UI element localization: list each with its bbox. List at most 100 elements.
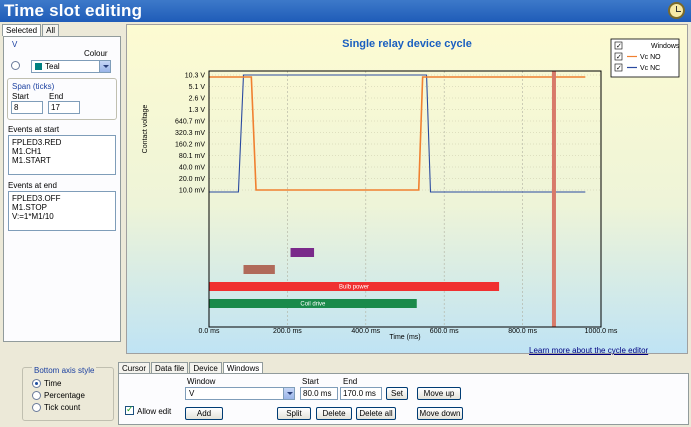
timeline-bar[interactable] <box>290 248 315 257</box>
learn-more-link[interactable]: Learn more about the cycle editor <box>529 346 649 355</box>
split-button[interactable]: Split <box>277 407 311 420</box>
series-lines <box>209 74 586 193</box>
visibility-radio[interactable] <box>11 61 20 70</box>
radio-percentage[interactable] <box>32 391 41 400</box>
start-label: Start <box>302 377 319 386</box>
event-line: M1.CH1 <box>12 147 42 156</box>
legend: ✓ Windows ✓ Vc NO ✓ Vc NC <box>610 38 680 78</box>
colour-value: Teal <box>45 62 60 71</box>
span-label: Span (ticks) <box>12 82 55 91</box>
legend-checkbox[interactable] <box>614 52 623 61</box>
chart-panel: Single relay device cycle Contact voltag… <box>126 24 688 354</box>
event-line: M1.START <box>12 156 51 165</box>
window-end-input[interactable]: 170.0 ms <box>340 387 382 400</box>
bottom-axis-style-title: Bottom axis style <box>32 366 97 375</box>
selected-pane: V Colour Teal Span (ticks) Start End 8 1… <box>3 36 121 342</box>
span-end-input[interactable]: 17 <box>48 101 80 114</box>
tab-selected[interactable]: Selected <box>2 24 42 36</box>
timeline-bar[interactable] <box>209 299 417 308</box>
colour-swatch <box>35 63 42 71</box>
y-tick-label: 40.0 mV <box>179 165 205 172</box>
span-group <box>7 78 117 120</box>
delete-button[interactable]: Delete <box>316 407 352 420</box>
legend-box <box>610 38 680 78</box>
timeline-bar[interactable] <box>243 265 275 274</box>
window-start-input[interactable]: 80.0 ms <box>300 387 338 400</box>
span-start-input[interactable]: 8 <box>11 101 43 114</box>
set-button[interactable]: Set <box>386 387 408 400</box>
check-icon: ✓ <box>616 54 622 61</box>
y-tick-label: 10.3 V <box>185 73 206 80</box>
option-percentage[interactable]: Percentage <box>44 391 85 400</box>
window-title: Time slot editing <box>4 1 143 20</box>
y-tick-label: 20.0 mV <box>179 176 205 183</box>
option-tick-count[interactable]: Tick count <box>44 403 81 412</box>
bottom-panel: Bottom axis style Time Percentage Tick c… <box>0 357 691 427</box>
event-line: M1.STOP <box>12 203 47 212</box>
y-tick-label: 80.1 mV <box>179 153 205 160</box>
add-button[interactable]: Add <box>185 407 223 420</box>
cursor-bar[interactable] <box>551 71 556 327</box>
y-axis-label: Contact voltage <box>142 105 149 154</box>
legend-checkbox[interactable] <box>614 41 623 50</box>
windows-pane: Window V Start End 80.0 ms 170.0 ms Set … <box>118 373 689 425</box>
legend-label: Vc NO <box>640 54 661 61</box>
allow-edit-checkbox[interactable] <box>125 404 134 415</box>
x-tick-label: 400.0 ms <box>351 328 380 335</box>
cycle-chart[interactable]: Single relay device cycle Contact voltag… <box>127 25 687 353</box>
events-start-textarea[interactable]: FPLED3.RED M1.CH1 M1.START <box>8 135 116 175</box>
event-line: FPLED3.OFF <box>12 194 61 203</box>
x-tick-label: 0.0 ms <box>198 328 220 335</box>
timeline-bars: Bulb power Coil drive <box>209 248 500 308</box>
series-line-vc-nc <box>209 74 586 193</box>
window-select[interactable]: V <box>185 387 295 400</box>
end-label: End <box>343 377 358 386</box>
colour-select[interactable]: Teal <box>31 60 111 73</box>
x-tick-label: 600.0 ms <box>430 328 459 335</box>
window-value: V <box>189 389 195 398</box>
clock-icon[interactable] <box>668 2 685 19</box>
timeline-bar-label: Coil drive <box>300 302 326 308</box>
y-tick-label: 160.2 mV <box>175 142 205 149</box>
move-up-button[interactable]: Move up <box>417 387 461 400</box>
x-axis-label: Time (ms) <box>389 334 420 341</box>
plot-frame <box>208 70 602 328</box>
event-line: V:=1*M1/10 <box>12 212 54 221</box>
timeline-bar-label: Bulb power <box>339 285 369 291</box>
legend-label: Vc NC <box>640 65 660 72</box>
y-tick-label: 5.1 V <box>189 84 206 91</box>
y-tick-label: 2.6 V <box>189 96 206 103</box>
option-time[interactable]: Time <box>44 379 62 388</box>
check-icon: ✓ <box>616 65 622 72</box>
left-panel: Selected All V Colour Teal Span (ticks) … <box>0 22 124 344</box>
y-tick-label: 1.3 V <box>189 107 206 114</box>
allow-edit-label[interactable]: Allow edit <box>137 407 172 416</box>
legend-checkbox[interactable] <box>614 63 623 72</box>
tab-cursor[interactable]: Cursor <box>118 362 151 375</box>
y-tick-label: 640.7 mV <box>175 119 205 126</box>
tab-data-file[interactable]: Data file <box>151 362 189 375</box>
window-label: Window <box>187 377 216 386</box>
x-tick-label: 200.0 ms <box>273 328 302 335</box>
radio-time[interactable] <box>32 379 41 388</box>
tab-all[interactable]: All <box>42 24 60 36</box>
timeline-bar[interactable] <box>209 282 500 291</box>
chevron-down-icon[interactable] <box>99 61 110 72</box>
series-line-vc-no <box>209 76 586 191</box>
check-icon: ✓ <box>616 43 622 50</box>
radio-tick-count[interactable] <box>32 403 41 412</box>
y-tick-label: 320.3 mV <box>175 130 205 137</box>
y-ticks: 10.3 V 5.1 V 2.6 V 1.3 V 640.7 mV 320.3 mV 160… <box>175 73 205 195</box>
start-label: Start <box>12 92 29 101</box>
legend-label: Windows <box>651 43 680 50</box>
cursor-line[interactable] <box>551 71 556 327</box>
move-down-button[interactable]: Move down <box>417 407 463 420</box>
chevron-down-icon[interactable] <box>283 388 294 399</box>
x-ticks: 0.0 ms 200.0 ms 400.0 ms 600.0 ms 800.0 ms 10… <box>198 328 617 335</box>
events-end-textarea[interactable]: FPLED3.OFF M1.STOP V:=1*M1/10 <box>8 191 116 231</box>
tab-device[interactable]: Device <box>189 362 222 375</box>
events-end-label: Events at end <box>8 181 57 190</box>
title-bar: Time slot editing <box>0 0 691 22</box>
delete-all-button[interactable]: Delete all <box>356 407 396 420</box>
end-label: End <box>49 92 64 101</box>
